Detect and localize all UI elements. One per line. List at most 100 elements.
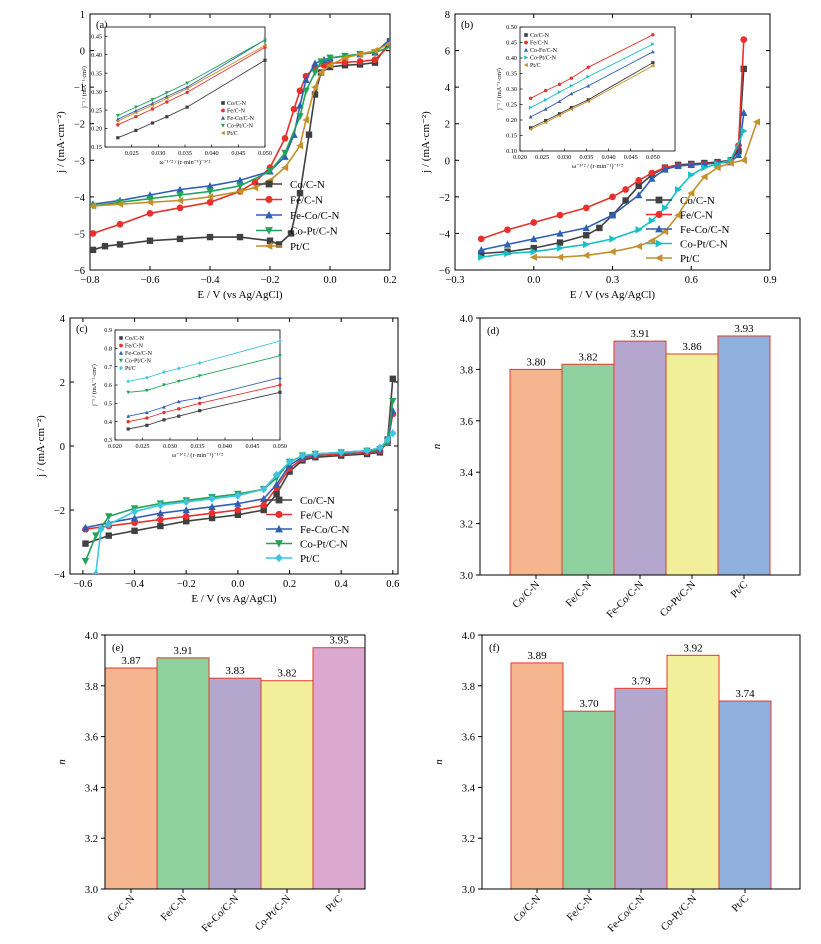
y-tick-label: 3.6 xyxy=(460,417,473,428)
data-point xyxy=(116,241,124,248)
inset-data-point xyxy=(197,361,202,365)
inset-data-point xyxy=(185,86,189,91)
bar-3 xyxy=(260,680,314,890)
inset-legend-marker xyxy=(221,101,225,105)
inset-series-line-4 xyxy=(128,340,281,382)
data-point xyxy=(701,163,709,172)
bar-value-label: 3.95 xyxy=(329,635,349,647)
y-tick-label: −2 xyxy=(74,120,85,131)
data-point xyxy=(236,187,244,196)
data-point xyxy=(92,570,100,574)
x-tick-label: 0.4 xyxy=(335,579,349,590)
data-point xyxy=(389,375,397,382)
data-point xyxy=(337,448,345,457)
data-point xyxy=(305,131,313,138)
legend-marker xyxy=(265,195,273,204)
inset-data-point xyxy=(134,115,138,119)
panel-label: (b) xyxy=(461,20,474,31)
data-point xyxy=(176,235,184,243)
data-point xyxy=(206,182,214,190)
x-tick-label: −0.4 xyxy=(125,579,145,590)
legend-marker xyxy=(275,496,283,504)
data-point xyxy=(582,224,590,232)
y-tick-label: 3.2 xyxy=(85,834,98,845)
y-axis-label: j / (mA·cm⁻²) xyxy=(55,111,67,174)
data-point xyxy=(530,248,538,256)
y-axis-label: n xyxy=(56,759,68,765)
inset-x-tick-label: 0.045 xyxy=(231,150,245,157)
inset-plot: 0.025 0.030 0.035 0.040 0.045 0.050 0.15 0.20 0.… xyxy=(81,26,272,166)
inset-data-point xyxy=(198,401,202,406)
plot-frame xyxy=(104,634,366,890)
inset-y-axis-label: j⁻¹ / (mA⁻¹·cm²) xyxy=(496,68,503,111)
x-tick-label: −0.2 xyxy=(260,275,279,286)
data-point xyxy=(609,193,616,201)
y-tick-label: −3 xyxy=(74,156,85,167)
data-point xyxy=(311,83,319,91)
category-label: Pt/C xyxy=(730,893,751,914)
y-tick-label: 3.2 xyxy=(460,520,473,531)
panel-c: −0.6 −0.4 −0.2 0.0 0.2 0.4 0.6 −4 −2 0 2 4 E / V (vs… xyxy=(35,314,399,605)
bar-4 xyxy=(717,335,771,576)
y-tick-label: −2 xyxy=(439,193,450,204)
data-point xyxy=(648,216,656,225)
inset-data-point xyxy=(134,110,138,115)
data-point xyxy=(384,435,392,444)
data-point xyxy=(740,108,748,116)
bar-value-label: 3.89 xyxy=(527,650,547,662)
category-label: Fe-Co/C-N xyxy=(606,893,647,934)
data-point xyxy=(530,244,537,252)
data-point xyxy=(105,513,113,521)
data-point xyxy=(208,502,216,510)
inset-data-point xyxy=(557,113,562,118)
inset-legend-marker xyxy=(119,336,123,340)
inset-data-point xyxy=(116,123,120,127)
inset-legend-marker xyxy=(220,130,225,136)
data-point xyxy=(146,209,154,217)
inset-data-point xyxy=(569,76,574,80)
data-point xyxy=(326,54,334,62)
data-point xyxy=(236,233,244,241)
inset-legend-label: Fe/C-N xyxy=(125,344,144,350)
legend-marker xyxy=(655,196,663,204)
inset-data-point xyxy=(586,65,590,69)
x-tick-label: −0.4 xyxy=(200,275,220,286)
inset-x-tick-label: 0.050 xyxy=(646,154,660,161)
y-tick-label: −1 xyxy=(74,83,85,94)
panel-d: 3.80 Co/C-N 3.82 Fe/C-N 3.91 Fe-Co/C-N 3.86 Co-… xyxy=(431,314,801,621)
inset-data-point xyxy=(116,136,120,140)
data-point xyxy=(105,520,113,529)
category-label: Co-Pt/C-N xyxy=(658,579,698,619)
data-point xyxy=(386,41,390,46)
x-tick-label: −0.2 xyxy=(177,579,196,590)
data-point xyxy=(311,91,319,98)
inset-y-tick-label: 0.40 xyxy=(91,52,102,59)
inset-data-point xyxy=(586,99,590,104)
inset-data-point xyxy=(165,115,169,119)
data-point xyxy=(311,69,319,77)
inset-y-tick-label: 0.7 xyxy=(104,364,112,371)
data-point xyxy=(272,480,281,488)
inset-data-point xyxy=(176,379,181,384)
panel-a: −0.8 −0.6 −0.4 −0.2 0.0 0.2 −6 −5 −4 −3 −2 −1 0 1 E / … xyxy=(55,10,397,301)
y-tick-label: 3.4 xyxy=(85,783,99,794)
inset-data-point xyxy=(651,33,655,37)
y-tick-label: 2 xyxy=(445,120,450,131)
inset-data-point xyxy=(162,383,166,387)
inset-plot: 0.020 0.025 0.030 0.035 0.040 0.045 0.050 0.10 0… xyxy=(496,24,676,170)
data-point xyxy=(266,168,274,176)
data-point xyxy=(363,446,371,455)
inset-data-point xyxy=(528,114,533,119)
data-point xyxy=(674,185,682,194)
data-point xyxy=(311,450,319,458)
inset-data-point xyxy=(278,390,282,394)
inset-data-point xyxy=(185,105,189,109)
data-point xyxy=(317,58,325,66)
y-axis-label: j / (mA·cm⁻²) xyxy=(35,415,47,478)
legend-marker xyxy=(275,510,283,519)
inset-y-tick-label: 0.45 xyxy=(506,40,517,47)
y-tick-label: 4 xyxy=(60,314,66,325)
inset-y-tick-label: 0.3 xyxy=(104,437,112,444)
inset-legend-label: Pt/C xyxy=(227,131,238,137)
